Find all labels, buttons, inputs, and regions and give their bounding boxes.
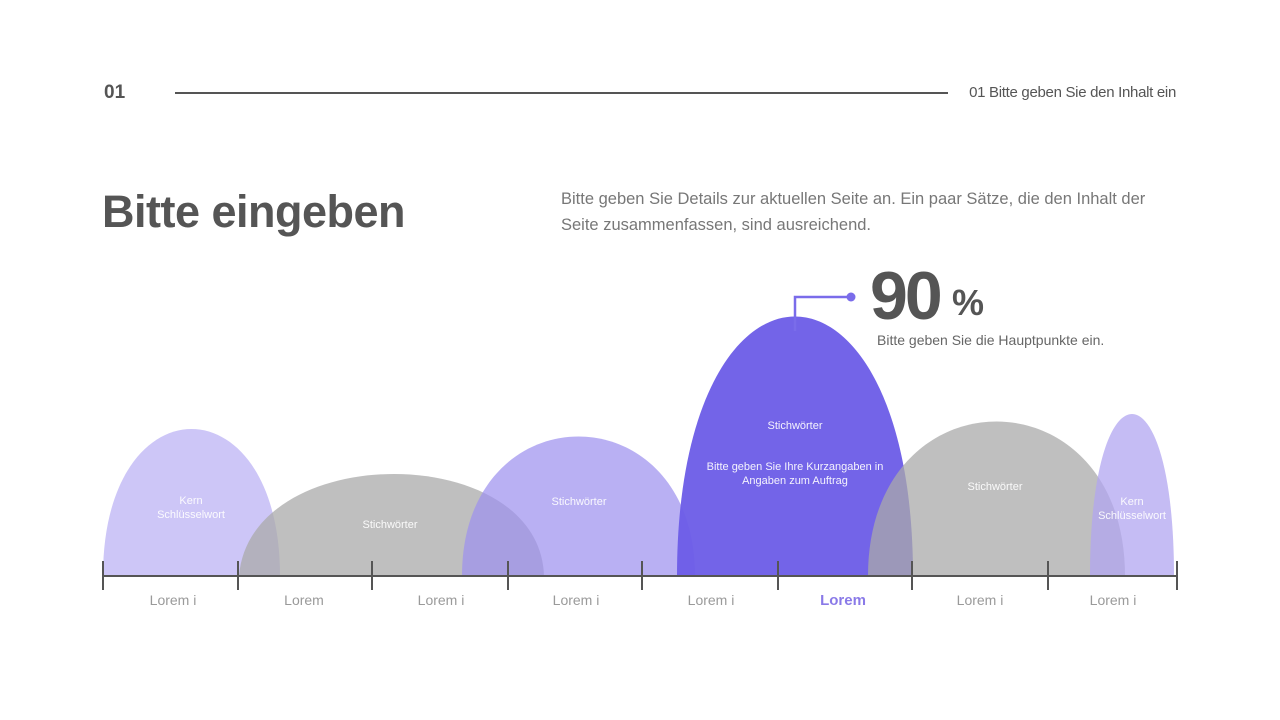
page-title: Bitte eingeben [102,186,406,237]
hump-5-label: Stichwörter [967,481,1023,493]
stat-caption: Bitte geben Sie die Hauptpunkte ein. [877,332,1105,348]
hump-5 [868,421,1125,576]
header-divider [175,92,948,94]
page-description: Bitte geben Sie Details zur aktuellen Se… [561,190,1146,234]
hump-4-detail: Bitte geben Sie Ihre Kurzangaben in Anga… [706,461,884,487]
axis-label-5: Lorem i [687,592,735,608]
hump-1-label: Kern Schlüsselwort [157,495,225,521]
hump-4 [677,316,913,576]
axis-label-6-active: Lorem [820,592,866,609]
axis-label-2: Lorem [284,592,324,608]
hump-1 [103,429,280,576]
callout-connector [793,295,851,331]
axis-label-7: Lorem i [956,592,1004,608]
axis-label-3: Lorem i [417,592,465,608]
axis-label-1: Lorem i [149,592,197,608]
hump-6-label: Kern Schlüsselwort [1098,496,1166,522]
axis-label-8: Lorem i [1089,592,1137,608]
stat-unit: % [952,282,985,323]
callout-dot [846,292,856,302]
axis-ticks [102,561,1178,590]
hump-3 [462,436,695,576]
page-number: 01 [104,82,126,103]
section-title: 01 Bitte geben Sie den Inhalt ein [969,84,1176,101]
hump-2-label: Stichwörter [362,519,418,531]
hump-6 [1090,414,1174,576]
hump-3-label: Stichwörter [551,496,607,508]
stat-value: 90 [870,258,943,334]
hump-4-label: Stichwörter [767,420,823,432]
axis-label-4: Lorem i [552,592,600,608]
